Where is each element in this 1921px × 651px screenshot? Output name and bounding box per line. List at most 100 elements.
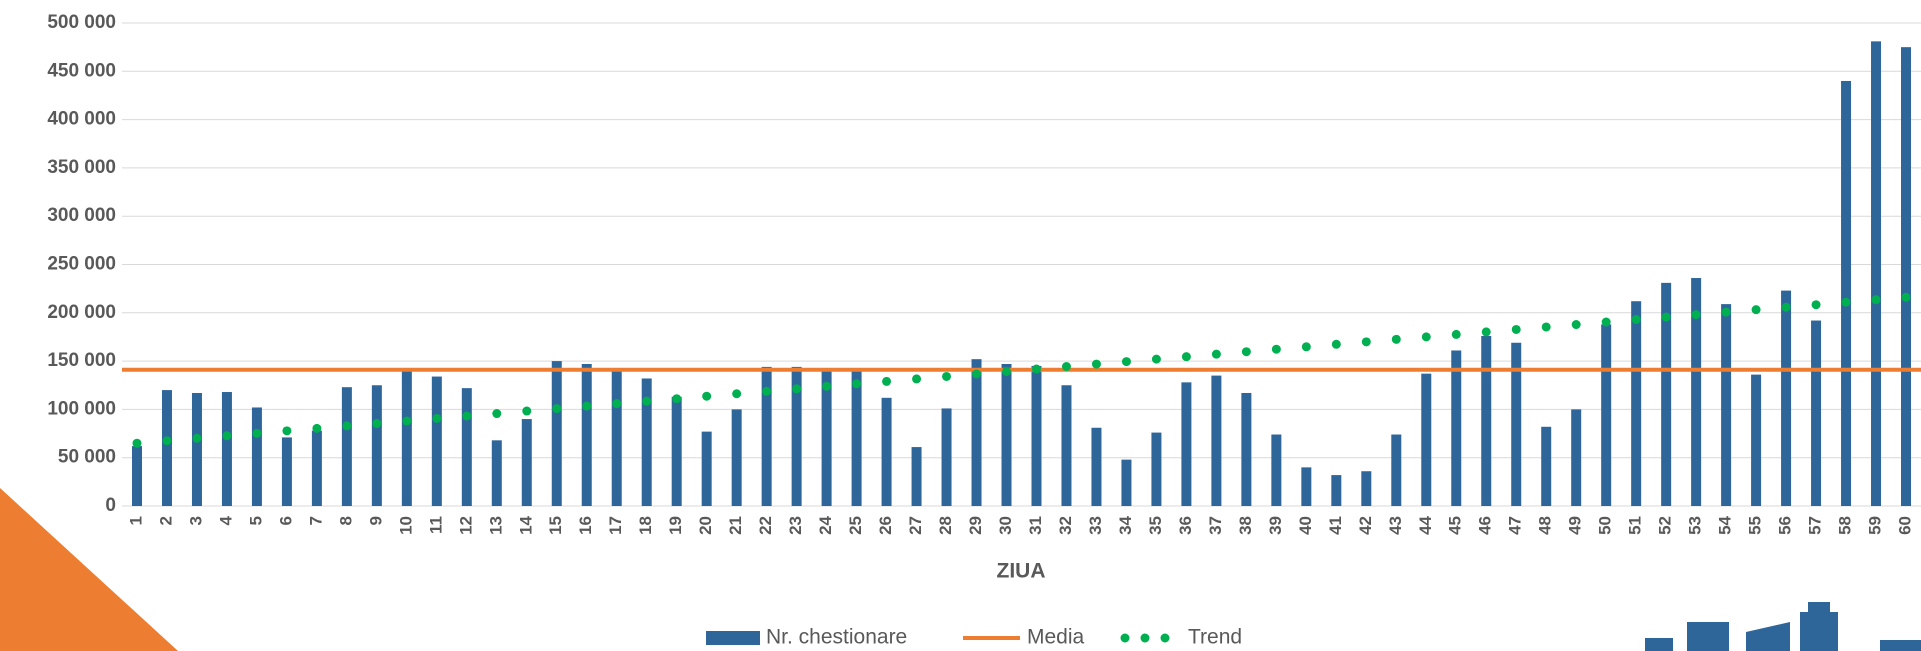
bar — [911, 447, 922, 506]
legend-swatch — [1120, 633, 1130, 643]
y-tick-label: 150 000 — [47, 350, 116, 371]
trend-dot — [522, 406, 532, 416]
trend-dot — [702, 391, 712, 401]
trend-dot — [462, 411, 472, 421]
bar — [671, 396, 682, 506]
trend-dot — [1781, 302, 1791, 312]
trend-dot — [222, 431, 232, 441]
trend-dot — [1061, 362, 1071, 372]
x-tick-label: 14 — [516, 515, 535, 534]
trend-dot — [1451, 329, 1461, 339]
trend-dot — [192, 433, 202, 443]
x-tick-label: 17 — [606, 516, 625, 535]
bar — [1241, 392, 1252, 506]
bar — [1151, 432, 1162, 506]
x-tick-label: 32 — [1056, 516, 1075, 535]
bar — [1541, 426, 1552, 506]
bar — [821, 369, 832, 506]
trend-dot — [822, 381, 832, 391]
bar — [281, 437, 292, 506]
trend-dot — [1571, 320, 1581, 330]
y-tick-label: 200 000 — [47, 302, 116, 323]
bar — [941, 408, 952, 506]
legend-swatch — [1140, 633, 1150, 643]
bar — [1811, 320, 1822, 506]
bar — [1511, 342, 1522, 506]
x-tick-label: 37 — [1206, 516, 1225, 535]
y-tick-label: 350 000 — [47, 157, 116, 178]
x-tick-label: 53 — [1686, 516, 1705, 535]
trend-dot — [1871, 295, 1881, 305]
x-tick-label: 21 — [726, 516, 745, 535]
x-tick-label: 31 — [1026, 516, 1045, 535]
trend-dot — [912, 374, 922, 384]
x-tick-label: 12 — [456, 516, 475, 535]
x-tick-label: 25 — [846, 516, 865, 535]
x-tick-label: 30 — [996, 516, 1015, 535]
bar — [761, 366, 772, 506]
bar — [251, 407, 262, 506]
trend-dot — [1031, 364, 1041, 374]
trend-dot — [1481, 327, 1491, 337]
bar — [1901, 47, 1912, 507]
x-tick-label: 36 — [1176, 516, 1195, 535]
x-tick-label: 20 — [696, 516, 715, 535]
trend-dot — [1181, 352, 1191, 362]
trend-dot — [972, 369, 982, 379]
y-tick-label: 100 000 — [47, 398, 116, 419]
x-tick-label: 54 — [1716, 515, 1735, 534]
trend-dot — [1271, 344, 1281, 354]
x-tick-label: 34 — [1116, 515, 1135, 534]
bar — [1421, 373, 1432, 506]
trend-dot — [1751, 305, 1761, 315]
bar — [1721, 304, 1732, 506]
bar — [131, 446, 142, 506]
x-tick-label: 15 — [546, 516, 565, 535]
trend-dot — [612, 399, 622, 409]
x-tick-label: 52 — [1656, 516, 1675, 535]
legend-swatch — [706, 631, 760, 645]
x-tick-label: 43 — [1386, 516, 1405, 535]
x-tick-label: 1 — [126, 516, 145, 525]
trend-dot — [672, 394, 682, 404]
bar — [1691, 278, 1702, 506]
trend-dot — [402, 416, 412, 426]
trend-dot — [1811, 300, 1821, 310]
x-tick-label: 39 — [1266, 516, 1285, 535]
bar — [431, 376, 442, 506]
trend-dot — [882, 376, 892, 386]
bar — [881, 397, 892, 506]
y-tick-label: 250 000 — [47, 254, 116, 275]
trend-dot — [162, 436, 172, 446]
trend-dot — [582, 401, 592, 411]
trend-dot — [762, 386, 772, 396]
trend-dot — [1841, 297, 1851, 307]
bar — [1181, 382, 1192, 506]
bar — [731, 409, 742, 506]
y-tick-label: 500 000 — [47, 12, 116, 33]
trend-dot — [642, 396, 652, 406]
trend-dot — [312, 423, 322, 433]
x-tick-label: 13 — [486, 516, 505, 535]
x-tick-label: 49 — [1566, 516, 1585, 535]
x-tick-label: 8 — [336, 516, 355, 525]
bar — [611, 369, 622, 506]
trend-dot — [1391, 334, 1401, 344]
trend-dot — [852, 379, 862, 389]
trend-dot — [1901, 292, 1911, 302]
bar — [311, 430, 322, 506]
trend-dot — [1331, 339, 1341, 349]
bar — [1481, 335, 1492, 506]
bar — [1451, 350, 1462, 506]
x-tick-label: 4 — [216, 515, 235, 525]
bar — [1751, 374, 1762, 506]
trend-dot — [1511, 324, 1521, 334]
bar — [341, 387, 352, 506]
y-tick-label: 0 — [105, 495, 116, 516]
legend-label: Nr. chestionare — [766, 626, 907, 649]
x-tick-label: 3 — [186, 516, 205, 525]
legend-swatch — [1160, 633, 1170, 643]
x-tick-label: 38 — [1236, 516, 1255, 535]
trend-dot — [1541, 322, 1551, 332]
